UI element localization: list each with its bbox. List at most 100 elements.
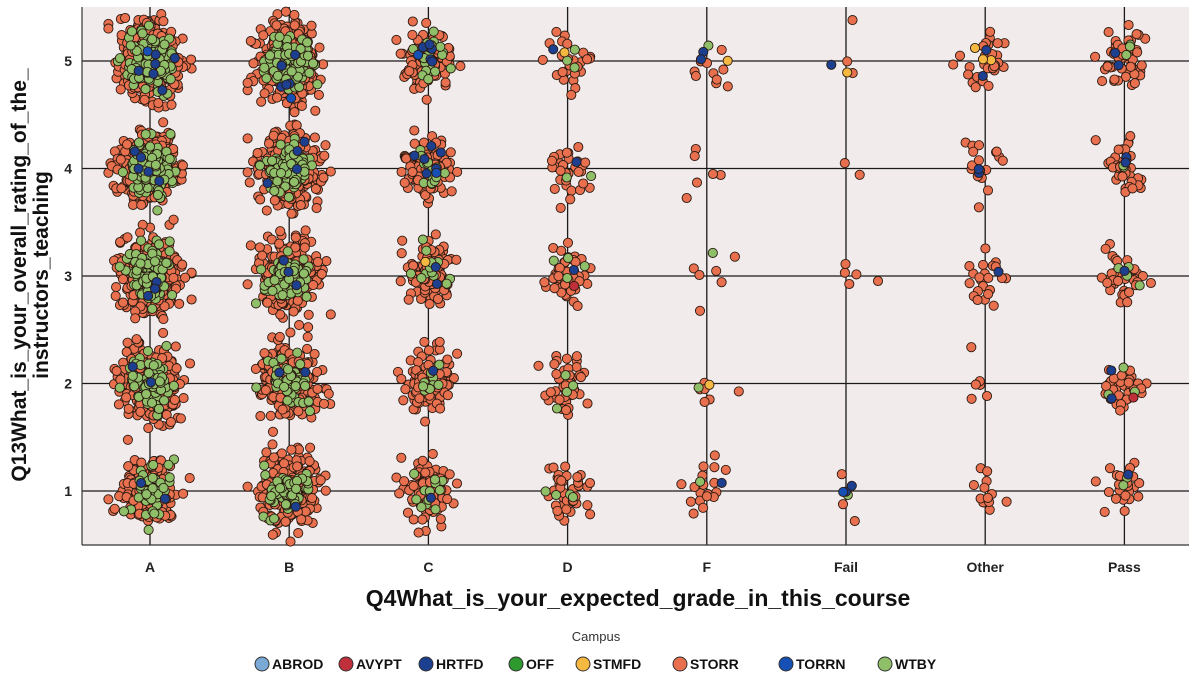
- point-wtby: [305, 407, 314, 416]
- point-storr: [396, 49, 405, 58]
- point-storr: [324, 389, 333, 398]
- point-storr: [971, 83, 980, 92]
- point-storr: [312, 204, 321, 213]
- point-storr: [316, 476, 325, 485]
- point-storr: [122, 393, 131, 402]
- point-storr: [272, 93, 281, 102]
- point-storr: [983, 493, 992, 502]
- point-storr: [300, 243, 309, 252]
- point-storr: [983, 186, 992, 195]
- point-storr: [289, 307, 298, 316]
- point-storr: [981, 244, 990, 253]
- point-wtby: [281, 500, 290, 509]
- point-storr: [169, 215, 178, 224]
- point-storr: [295, 321, 304, 330]
- point-storr: [104, 24, 113, 33]
- point-wtby: [160, 40, 169, 49]
- point-storr: [301, 226, 310, 235]
- point-wtby: [169, 381, 178, 390]
- point-storr: [984, 273, 993, 282]
- point-storr: [319, 173, 328, 182]
- point-storr: [585, 478, 594, 487]
- point-storr: [1098, 77, 1107, 86]
- point-storr: [955, 51, 964, 60]
- point-storr: [1105, 464, 1114, 473]
- point-storr: [1121, 491, 1130, 500]
- point-storr: [179, 394, 188, 403]
- point-storr: [555, 395, 564, 404]
- point-storr: [445, 470, 454, 479]
- point-storr: [159, 328, 168, 337]
- point-storr: [117, 184, 126, 193]
- point-storr: [249, 59, 258, 68]
- point-storr: [969, 147, 978, 156]
- point-storr: [119, 298, 128, 307]
- point-storr: [260, 89, 269, 98]
- point-storr: [321, 486, 330, 495]
- point-wtby: [153, 190, 162, 199]
- point-storr: [971, 380, 980, 389]
- point-wtby: [137, 236, 146, 245]
- point-storr: [1113, 276, 1122, 285]
- point-storr: [848, 16, 857, 25]
- point-wtby: [166, 130, 175, 139]
- point-storr: [293, 296, 302, 305]
- point-wtby: [153, 206, 162, 215]
- point-storr: [313, 384, 322, 393]
- point-wtby: [165, 473, 174, 482]
- point-storr: [124, 404, 133, 413]
- point-storr: [159, 118, 168, 127]
- point-wtby: [159, 483, 168, 492]
- point-storr: [855, 170, 864, 179]
- point-storr: [431, 230, 440, 239]
- point-storr: [159, 315, 168, 324]
- point-storr: [998, 156, 1007, 165]
- point-storr: [1116, 406, 1125, 415]
- point-storr: [553, 506, 562, 515]
- point-storr: [980, 483, 989, 492]
- point-storr: [422, 95, 431, 104]
- point-storr: [547, 156, 556, 165]
- point-storr: [261, 386, 270, 395]
- point-wtby: [115, 54, 124, 63]
- point-storr: [436, 514, 445, 523]
- point-storr: [118, 275, 127, 284]
- point-storr: [710, 451, 719, 460]
- point-storr: [695, 270, 704, 279]
- point-wtby: [148, 473, 157, 482]
- point-storr: [290, 21, 299, 30]
- point-storr: [179, 489, 188, 498]
- point-storr: [1126, 62, 1135, 71]
- point-storr: [178, 260, 187, 269]
- point-storr: [730, 252, 739, 261]
- point-storr: [306, 443, 315, 452]
- point-storr: [845, 279, 854, 288]
- point-storr: [550, 284, 559, 293]
- point-storr: [132, 335, 141, 344]
- point-storr: [397, 453, 406, 462]
- point-storr: [873, 276, 882, 285]
- point-storr: [321, 141, 330, 150]
- point-storr: [185, 359, 194, 368]
- point-storr: [428, 449, 437, 458]
- point-wtby: [296, 360, 305, 369]
- point-storr: [840, 268, 849, 277]
- point-storr: [1104, 487, 1113, 496]
- point-storr: [121, 13, 130, 22]
- point-storr: [243, 78, 252, 87]
- point-wtby: [165, 247, 174, 256]
- point-storr: [281, 517, 290, 526]
- point-storr: [104, 495, 113, 504]
- point-storr: [852, 270, 861, 279]
- point-storr: [1091, 136, 1100, 145]
- point-wtby: [150, 257, 159, 266]
- point-storr: [436, 404, 445, 413]
- point-wtby: [261, 470, 270, 479]
- point-storr: [315, 43, 324, 52]
- point-storr: [734, 387, 743, 396]
- point-storr: [546, 388, 555, 397]
- point-storr: [178, 161, 187, 170]
- point-storr: [837, 470, 846, 479]
- point-wtby: [291, 382, 300, 391]
